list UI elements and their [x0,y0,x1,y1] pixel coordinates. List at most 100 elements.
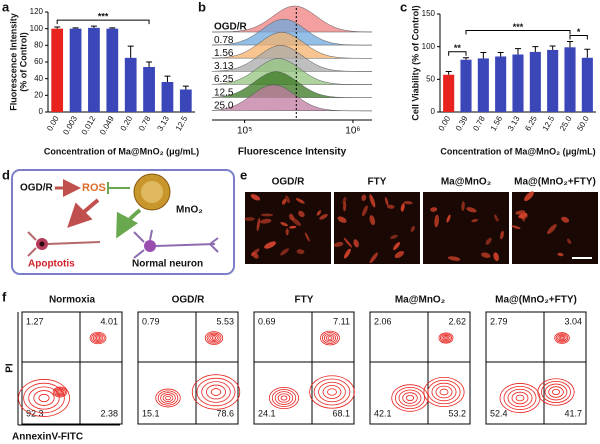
error-bar [584,48,591,58]
plot-title: OGD/R [172,295,206,306]
contour-ring [402,392,418,404]
cell [304,232,310,242]
cell [369,215,376,226]
image-label: Ma@(MnO₂+FTY) [514,177,596,188]
plot-frame [253,311,355,425]
contour-ring [444,336,448,340]
contour [320,330,340,346]
contour-ring [56,389,64,395]
contour [554,332,570,344]
contour [18,379,70,417]
contour-ring [435,385,453,399]
oxygen: O₂ [122,217,133,227]
error-bar [515,48,521,55]
x-tick-label: 0.012 [80,114,98,136]
plot-title: Ma@(MnO₂+FTY) [495,295,577,306]
x-tick-label: 0.20 [119,114,135,132]
x-tick-label: 0.003 [61,114,79,136]
contour-ring [271,389,297,407]
quadrant-value: 15.1 [142,408,160,418]
cell [524,191,534,202]
contour-ring [551,388,561,396]
bar [88,27,100,112]
contour-ring [155,388,181,408]
contour-ring [18,379,70,417]
contour [52,386,68,398]
x-tick-label: 12.5 [174,114,190,132]
histogram-ridge [211,71,373,98]
contour-ring [210,335,218,341]
significance-label: ** [454,43,462,53]
cell [295,198,305,204]
cell [343,201,347,212]
contour-ring [398,389,422,407]
significance-bracket [448,51,467,56]
significance-bracket [465,29,571,35]
x-axis-title: AnnexinV-FITC [12,432,83,443]
cell [285,195,291,204]
cell [280,221,288,227]
contour [89,331,107,345]
cell [298,210,305,218]
contour [204,331,224,345]
contour-ring [323,333,337,343]
cell [410,226,416,232]
x-tick-label: 3.13 [506,114,522,132]
quadrant-value: 53.2 [448,408,466,418]
y-tick-label: 120 [30,7,44,16]
histogram-ridge [211,58,373,85]
significance-bracket [569,34,588,40]
contour-ring [277,393,291,403]
x-tick-label: 0.78 [471,114,487,132]
cell [260,213,274,217]
cell [561,216,570,223]
y-axis-title: Fluorescence Intensity [8,13,18,111]
x-tick-label: 25.0 [558,114,574,132]
bar [106,28,119,113]
contour-ring [318,381,346,403]
contour-ring [162,394,174,402]
significance-bracket [56,19,150,25]
contour-ring [325,334,335,342]
contour-ring [191,374,241,410]
cell [260,218,272,224]
x-tick-label: 0.00 [45,114,61,132]
error-bar [497,52,504,57]
contour-ring [204,331,224,345]
contour-ring [322,332,338,344]
cell [250,194,261,201]
contour-ring [55,388,65,396]
x-tick-label: 1.56 [489,114,505,132]
bar [477,58,489,112]
cell [434,214,440,228]
cell [430,207,438,212]
quadrant-value: 24.1 [258,408,276,418]
contour-ring [515,394,525,402]
x-tick-label: 12.5 [541,114,557,132]
contour [499,383,541,413]
quadrant-value: 4.01 [100,316,118,326]
panel-label: d [2,167,10,182]
cell [256,217,261,232]
quadrant-value: 7.11 [333,316,350,326]
bar [564,47,576,112]
plot-frame [485,311,587,425]
ros: ROS [82,182,106,194]
micrograph [423,192,509,264]
arrow [116,208,142,239]
cell [493,252,499,262]
y-tick-label: 150 [422,9,436,18]
cell [369,252,378,264]
bar [581,57,593,112]
cell [319,213,328,220]
x-tick-label: 3.13 [155,114,171,132]
cell [485,237,492,245]
contour-ring [196,377,236,407]
contour-ring [548,386,564,398]
histogram-ridge [211,32,373,59]
contour-ring [554,332,570,344]
cell [515,210,526,215]
error-bar [567,40,573,48]
error-bar [146,61,153,67]
contour-ring [405,394,415,402]
